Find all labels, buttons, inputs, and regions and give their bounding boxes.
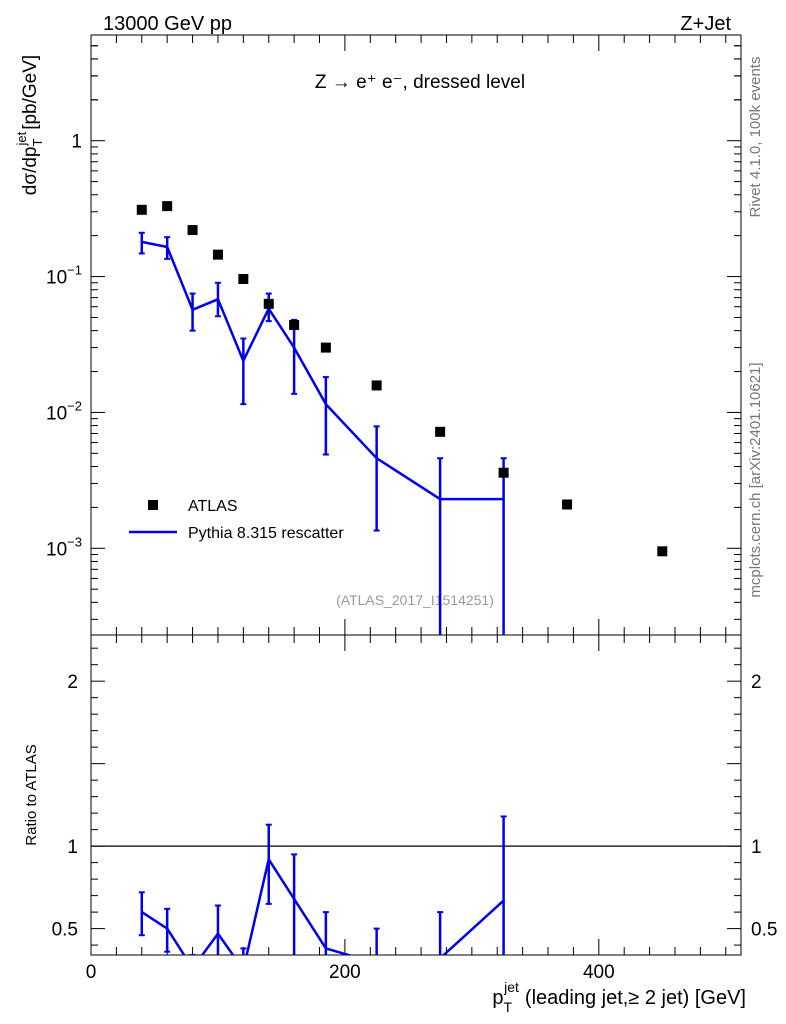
x-axis-title: pTjet (leading jet,≥ 2 jet) [GeV] xyxy=(492,979,746,1015)
atlas-data-point xyxy=(498,467,509,478)
ratio-y-tick-label: 1 xyxy=(67,837,78,858)
main-y-tick-label: 10−2 xyxy=(46,398,82,424)
legend-atlas-label: ATLAS xyxy=(188,498,238,515)
x-axis-ticks: 0 200 400 xyxy=(86,35,727,983)
mcplots-label: mcplots.cern.ch [arXiv:2401.10621] xyxy=(747,362,764,597)
main-y-axis-title-sub: T xyxy=(30,138,45,146)
atlas-data-point xyxy=(162,201,173,212)
ratio-y-tick-label-right: 2 xyxy=(751,672,762,693)
x-tick-label: 200 xyxy=(329,962,361,983)
x-axis-title-sup: jet xyxy=(503,979,519,995)
ratio-y-tick-label: 2 xyxy=(67,672,78,693)
ratio-plot-frame xyxy=(90,634,742,956)
main-y-axis-title-text: dσ/dp xyxy=(20,146,41,195)
pythia-ratio-curve xyxy=(141,856,505,955)
main-y-tick-label-base: 10 xyxy=(46,539,67,560)
atlas-data-point xyxy=(136,204,147,215)
x-tick-label: 400 xyxy=(583,962,615,983)
main-y-tick-label: 10−1 xyxy=(46,263,82,289)
atlas-data-point xyxy=(562,499,573,510)
atlas-data-point xyxy=(238,273,249,284)
atlas-data-point xyxy=(435,426,446,437)
legend: ATLAS Pythia 8.315 rescatter xyxy=(129,498,344,542)
atlas-data-point xyxy=(212,249,223,260)
plot-process-label: Z → e⁺ e⁻, dressed level xyxy=(315,72,525,93)
x-axis-title-sub: T xyxy=(504,999,513,1015)
main-y-tick-label: 1 xyxy=(71,132,82,153)
main-y-tick-label-exp: −3 xyxy=(67,534,82,549)
atlas-data-point xyxy=(657,546,668,557)
main-axis-ticks: 110−110−210−3 xyxy=(46,34,741,620)
ratio-y-tick-label-right: 1 xyxy=(751,837,762,858)
x-axis-title-p: p xyxy=(492,987,503,1009)
legend-pythia-label: Pythia 8.315 rescatter xyxy=(188,525,344,542)
header-energy-label: 13000 GeV pp xyxy=(103,13,232,35)
pythia-curve xyxy=(141,240,504,501)
main-y-axis-title-sup: jet xyxy=(14,131,29,146)
atlas-data-point xyxy=(263,298,274,309)
main-y-tick-label: 10−3 xyxy=(46,534,82,560)
main-y-tick-label-exp: −2 xyxy=(67,398,82,413)
ratio-y-tick-label: 0.5 xyxy=(52,920,78,941)
main-y-axis-title: dσ/dpTjet[pb/GeV] xyxy=(14,55,45,195)
ratio-axis-ticks: 0.5 0.5 1 1 2 2 xyxy=(52,647,777,946)
x-tick-label: 0 xyxy=(86,962,97,983)
analysis-id-label: (ATLAS_2017_I1514251) xyxy=(336,592,494,608)
main-y-tick-label-base: 10 xyxy=(46,403,67,424)
atlas-data-point xyxy=(320,342,331,353)
x-axis-title-rest: (leading jet,≥ 2 jet) [GeV] xyxy=(525,987,746,1009)
ratio-plot-data xyxy=(91,815,741,955)
rivet-version-label: Rivet 4.1.0, 100k events xyxy=(747,57,764,218)
atlas-data-point xyxy=(371,380,382,391)
ratio-y-tick-label-right: 0.5 xyxy=(751,920,777,941)
header-process-label: Z+Jet xyxy=(680,13,731,35)
legend-atlas-marker xyxy=(148,500,158,510)
atlas-data-point xyxy=(289,320,300,331)
main-y-tick-label-exp: −1 xyxy=(67,263,82,278)
main-plot-frame xyxy=(90,34,742,636)
atlas-data-point xyxy=(187,225,198,236)
ratio-y-axis-title: Ratio to ATLAS xyxy=(23,744,40,845)
main-plot-data xyxy=(136,201,668,635)
main-y-tick-label-base: 10 xyxy=(46,268,67,289)
main-y-axis-title-unit: [pb/GeV] xyxy=(20,55,41,130)
